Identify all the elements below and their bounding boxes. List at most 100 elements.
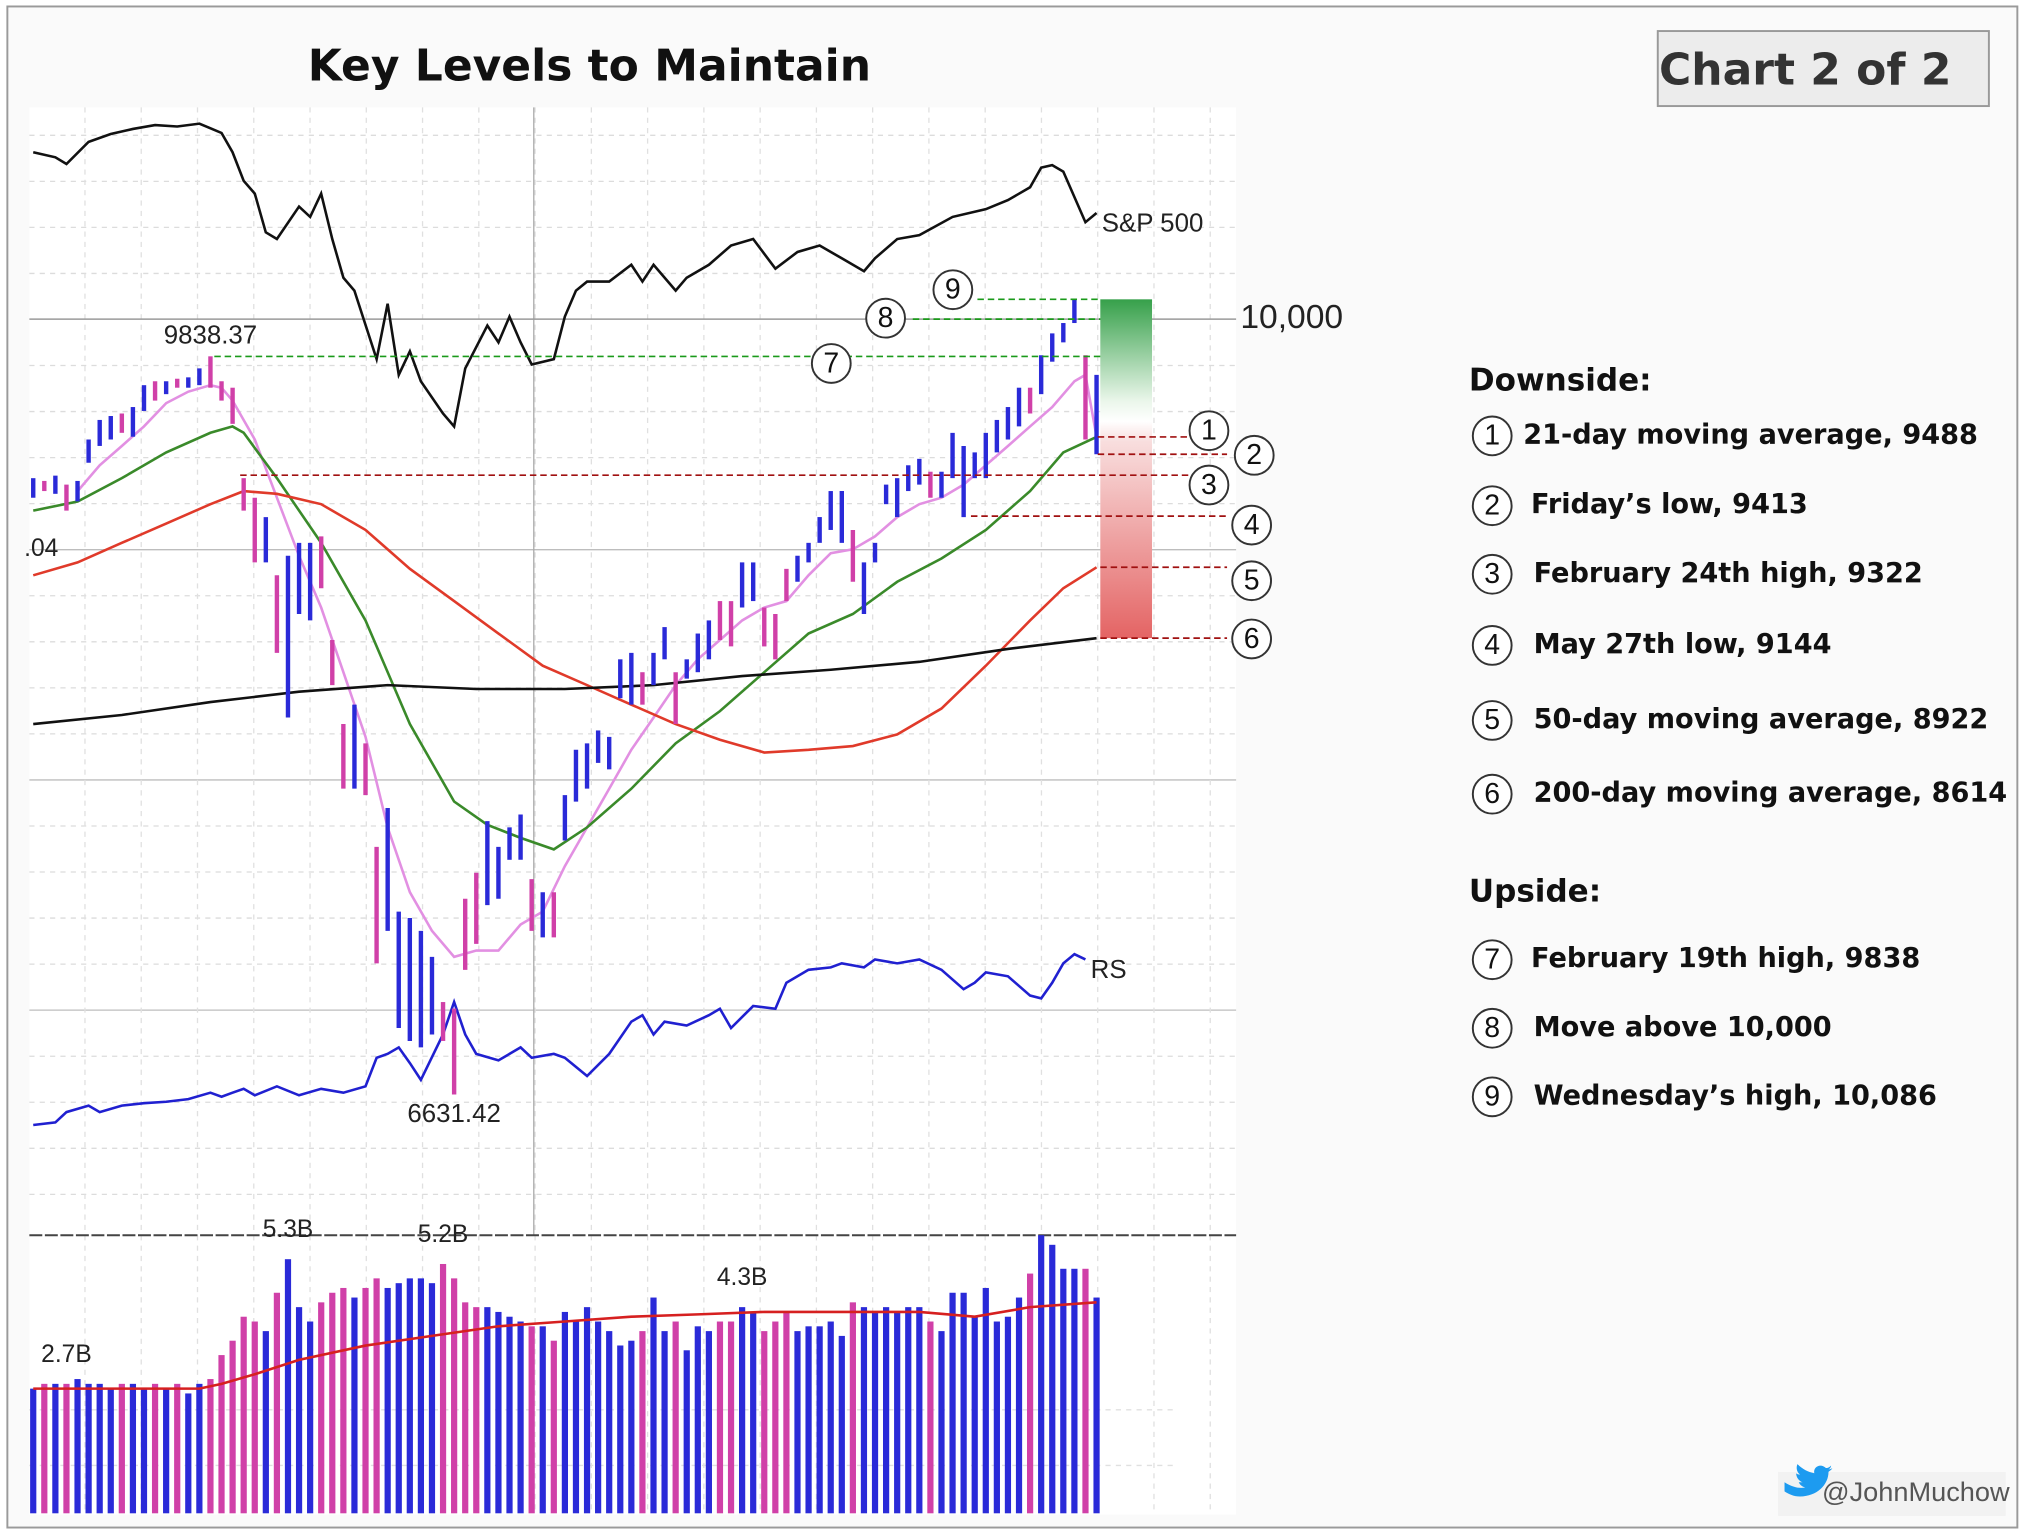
- volume-bar: [318, 1302, 325, 1514]
- volume-bar: [650, 1297, 657, 1514]
- level-description: 200-day moving average, 8614: [1534, 778, 2008, 809]
- volume-bar: [417, 1278, 425, 1514]
- volume-bar: [373, 1278, 380, 1514]
- volume-bar: [240, 1316, 247, 1514]
- level-marker: [810, 343, 852, 384]
- volume-bar: [827, 1321, 834, 1514]
- volume-bar: [595, 1321, 602, 1514]
- volume-bar: [96, 1383, 103, 1514]
- level-description: 21-day moving average, 9488: [1523, 419, 1978, 450]
- badge-box: [1656, 30, 1990, 108]
- y-tick-label: 10,000: [1240, 299, 1343, 336]
- level-description: February 19th high, 9838: [1531, 943, 1920, 974]
- list-marker: [1471, 1007, 1513, 1049]
- moving-average: [33, 636, 1097, 726]
- badge: Chart 2 of 2: [1659, 44, 1951, 95]
- list-marker-number: 5: [1484, 704, 1500, 736]
- volume-bar: [174, 1383, 181, 1514]
- volume-bar: [406, 1278, 413, 1514]
- volume-bar: [982, 1287, 989, 1514]
- volume-bar: [107, 1388, 114, 1514]
- volume-bar: [151, 1383, 159, 1514]
- volume-bar: [229, 1340, 236, 1514]
- list-marker: [1471, 485, 1513, 527]
- list-marker-number: 4: [1484, 629, 1500, 661]
- level-description: Move above 10,000: [1534, 1012, 1832, 1043]
- volume-bar: [894, 1311, 901, 1514]
- list-marker: [1471, 1076, 1513, 1118]
- volume-bar: [694, 1326, 701, 1514]
- list-marker-number: 1: [1484, 420, 1500, 452]
- footer-handle: @JohnMuchow: [1822, 1476, 2010, 1507]
- volume-bar: [1026, 1273, 1034, 1514]
- volume-bar: [140, 1388, 148, 1514]
- volume-bar: [506, 1316, 513, 1514]
- volume-bar: [993, 1321, 1000, 1514]
- list-marker-number: 7: [1484, 944, 1500, 976]
- list-marker: [1471, 773, 1513, 815]
- volume-bar: [196, 1383, 203, 1514]
- volume-bar: [739, 1307, 746, 1514]
- volume-bar: [905, 1307, 912, 1514]
- level-marker-number: 9: [945, 274, 961, 306]
- annotation: 6631.42: [407, 1100, 500, 1128]
- volume-bar: [539, 1326, 546, 1514]
- volume-bar: [495, 1311, 502, 1514]
- volume-bar: [85, 1383, 92, 1514]
- volume-bar: [484, 1307, 491, 1514]
- volume-bar: [606, 1331, 613, 1514]
- volume-bar: [262, 1331, 269, 1514]
- series-label: RS: [1091, 956, 1127, 984]
- volume-bar: [439, 1263, 447, 1514]
- level-marker-number: 4: [1244, 509, 1260, 541]
- volume-bar: [41, 1383, 48, 1514]
- volume-bar: [218, 1355, 225, 1514]
- volume-bar: [52, 1383, 59, 1514]
- volume-bar: [550, 1340, 557, 1514]
- volume-label: 4.3B: [717, 1264, 768, 1291]
- twitter-icon: [1784, 1464, 1833, 1497]
- volume-bar: [74, 1379, 81, 1514]
- volume-bar: [428, 1283, 436, 1514]
- volume-bar: [750, 1311, 757, 1514]
- volume-bar: [63, 1383, 70, 1514]
- volume-label: 5.3B: [263, 1216, 314, 1243]
- volume-bar: [307, 1321, 314, 1514]
- level-marker: [932, 269, 974, 311]
- level-description: February 24th high, 9322: [1534, 558, 1923, 589]
- volume-bar: [661, 1331, 668, 1514]
- plot-area: [29, 107, 1237, 1515]
- volume-bar: [340, 1287, 347, 1514]
- level-marker: [1231, 618, 1273, 660]
- level-description: 50-day moving average, 8922: [1534, 704, 1989, 735]
- volume-bar: [882, 1307, 890, 1514]
- volume-bar: [473, 1307, 480, 1514]
- volume-bar: [163, 1388, 170, 1514]
- volume-bar: [960, 1292, 967, 1514]
- volume-bar: [617, 1345, 624, 1514]
- axis-fragment: .04: [24, 535, 58, 562]
- volume-label: 2.7B: [41, 1341, 92, 1368]
- chart-title: Key Levels to Maintain: [308, 41, 871, 92]
- volume-bar: [860, 1307, 868, 1514]
- volume-bar: [971, 1316, 978, 1514]
- volume-bar: [362, 1287, 369, 1514]
- volume-bar: [727, 1321, 735, 1514]
- volume-bar: [794, 1331, 801, 1514]
- level-marker: [1231, 560, 1273, 602]
- moving-average: [32, 425, 1098, 851]
- level-marker-number: 6: [1244, 623, 1260, 655]
- level-description: Friday’s low, 9413: [1531, 489, 1808, 520]
- level-marker: [1233, 434, 1275, 476]
- level-marker: [1188, 464, 1230, 506]
- volume-bar: [772, 1321, 779, 1514]
- level-marker-number: 1: [1201, 415, 1217, 447]
- volume-bar: [1082, 1268, 1089, 1514]
- volume-bar: [572, 1321, 580, 1514]
- volume-bar: [761, 1331, 768, 1514]
- level-marker: [1188, 410, 1230, 452]
- volume-bar: [938, 1331, 945, 1514]
- list-marker: [1471, 625, 1513, 666]
- list-marker-number: 2: [1484, 490, 1500, 522]
